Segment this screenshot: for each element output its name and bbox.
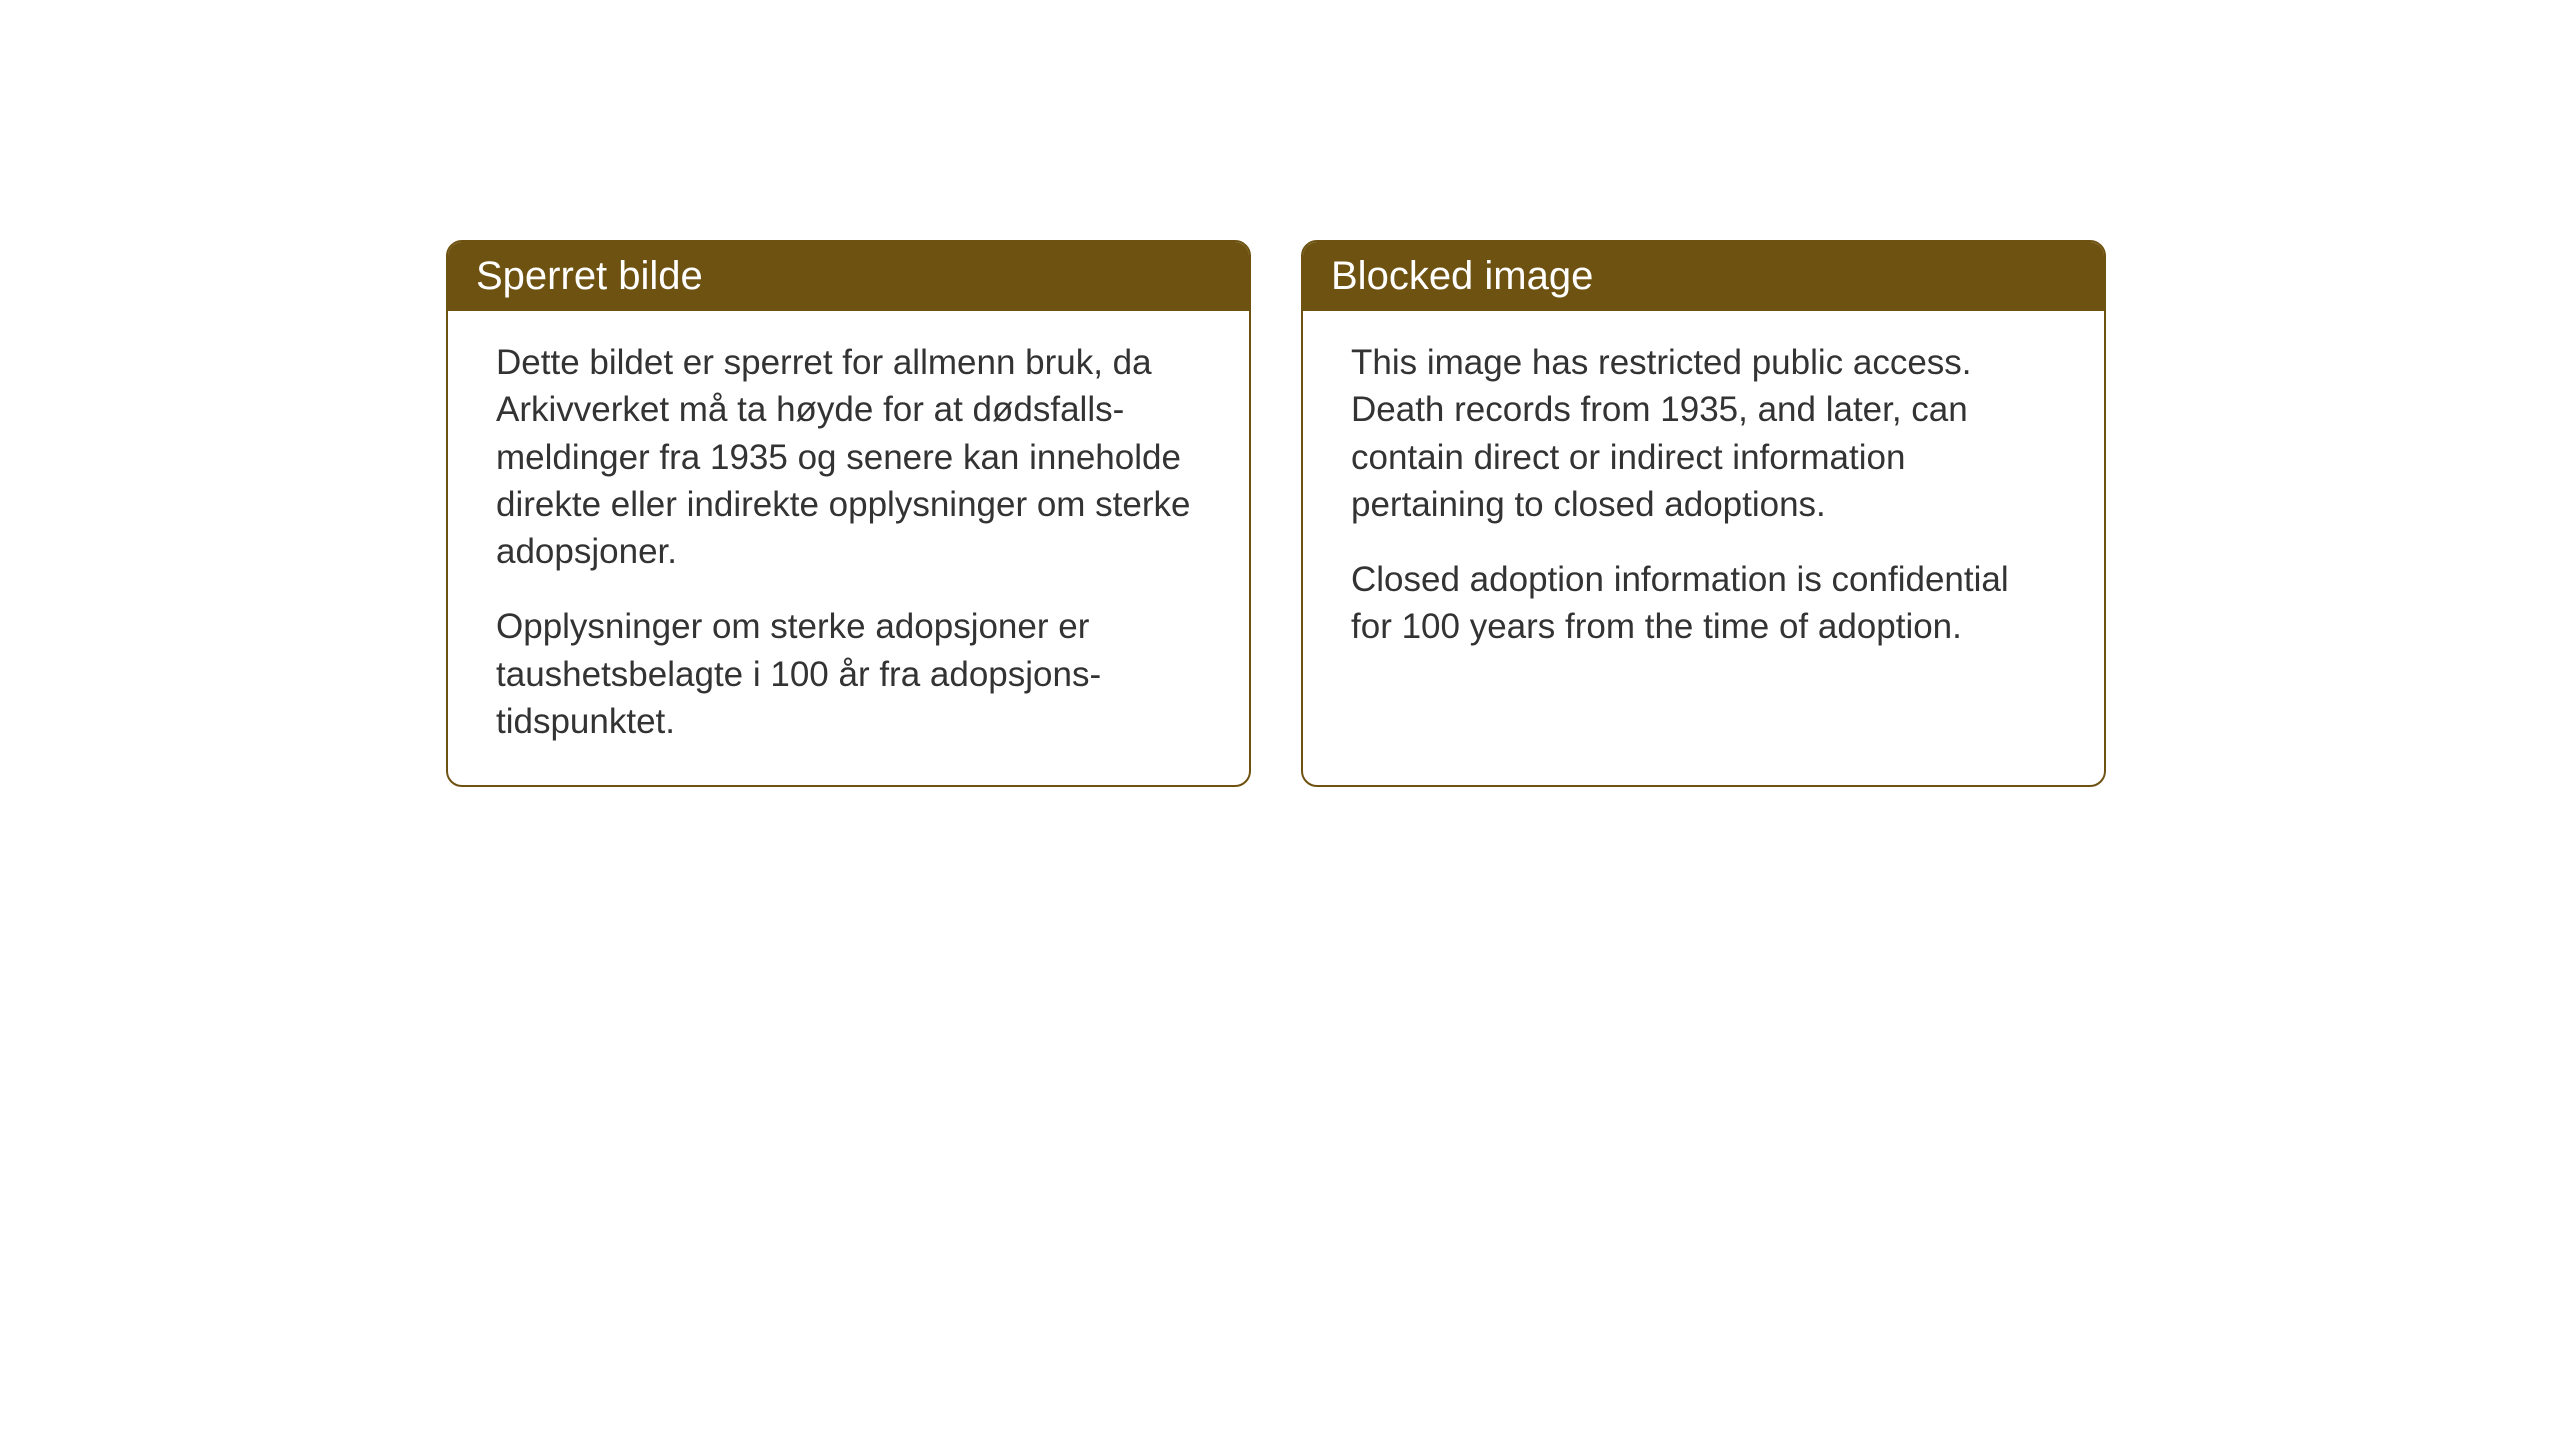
norwegian-title: Sperret bilde — [476, 254, 703, 298]
notice-container: Sperret bilde Dette bildet er sperret fo… — [446, 240, 2106, 787]
norwegian-card-body: Dette bildet er sperret for allmenn bruk… — [448, 311, 1249, 785]
english-notice-card: Blocked image This image has restricted … — [1301, 240, 2106, 787]
norwegian-paragraph-1: Dette bildet er sperret for allmenn bruk… — [496, 339, 1201, 575]
norwegian-card-header: Sperret bilde — [448, 242, 1249, 311]
norwegian-paragraph-2: Opplysninger om sterke adopsjoner er tau… — [496, 603, 1201, 745]
norwegian-notice-card: Sperret bilde Dette bildet er sperret fo… — [446, 240, 1251, 787]
english-card-header: Blocked image — [1303, 242, 2104, 311]
english-paragraph-1: This image has restricted public access.… — [1351, 339, 2056, 528]
english-card-body: This image has restricted public access.… — [1303, 311, 2104, 691]
english-paragraph-2: Closed adoption information is confident… — [1351, 556, 2056, 651]
english-title: Blocked image — [1331, 254, 1593, 298]
